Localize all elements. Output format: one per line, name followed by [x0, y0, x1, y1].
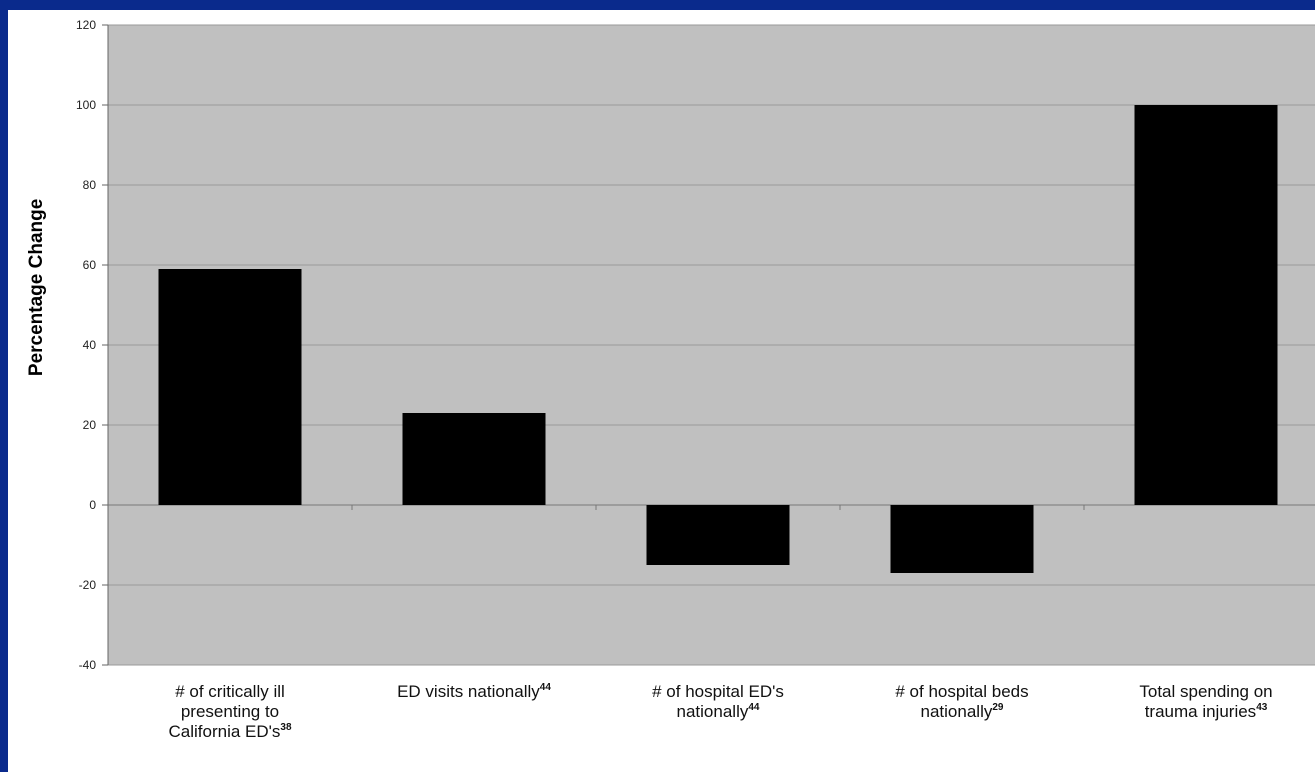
bar — [402, 413, 546, 505]
y-tick-label: -20 — [79, 578, 97, 592]
y-tick-label: -40 — [79, 658, 97, 672]
y-tick-label: 120 — [76, 18, 96, 32]
y-tick-label: 40 — [83, 338, 97, 352]
bars — [158, 105, 1278, 573]
y-tick-label: 20 — [83, 418, 97, 432]
x-category-label: nationally44 — [677, 702, 760, 721]
bar — [158, 269, 302, 505]
x-category-label: # of hospital beds — [895, 682, 1028, 701]
y-axis-label: Percentage Change — [26, 199, 47, 376]
x-category-label: nationally29 — [921, 702, 1004, 721]
x-category-label: presenting to — [181, 702, 279, 721]
reference-superscript: 44 — [540, 682, 552, 693]
x-category-label: Total spending on — [1139, 682, 1272, 701]
chart-frame: -40 -20 0 20 40 60 80 100 120 # of critically il… — [8, 10, 1315, 772]
reference-superscript: 38 — [280, 722, 292, 733]
x-category-label: # of hospital ED's — [652, 682, 784, 701]
reference-superscript: 44 — [748, 702, 760, 713]
y-tick-label: 100 — [76, 98, 96, 112]
reference-superscript: 29 — [992, 702, 1004, 713]
x-category-label: California ED's38 — [168, 722, 291, 741]
bar — [890, 505, 1034, 573]
bar — [646, 505, 790, 565]
y-tick-labels: -40 -20 0 20 40 60 80 100 120 — [76, 18, 108, 672]
y-tick-label: 60 — [83, 258, 97, 272]
x-category-label: ED visits nationally44 — [397, 682, 551, 701]
x-category-label: # of critically ill — [175, 682, 285, 701]
bar — [1134, 105, 1278, 505]
y-tick-label: 80 — [83, 178, 97, 192]
y-tick-label: 0 — [89, 498, 96, 512]
x-category-label: trauma injuries43 — [1145, 702, 1268, 721]
reference-superscript: 43 — [1256, 702, 1268, 713]
bar-chart: -40 -20 0 20 40 60 80 100 120 # of critically il… — [26, 18, 1315, 741]
